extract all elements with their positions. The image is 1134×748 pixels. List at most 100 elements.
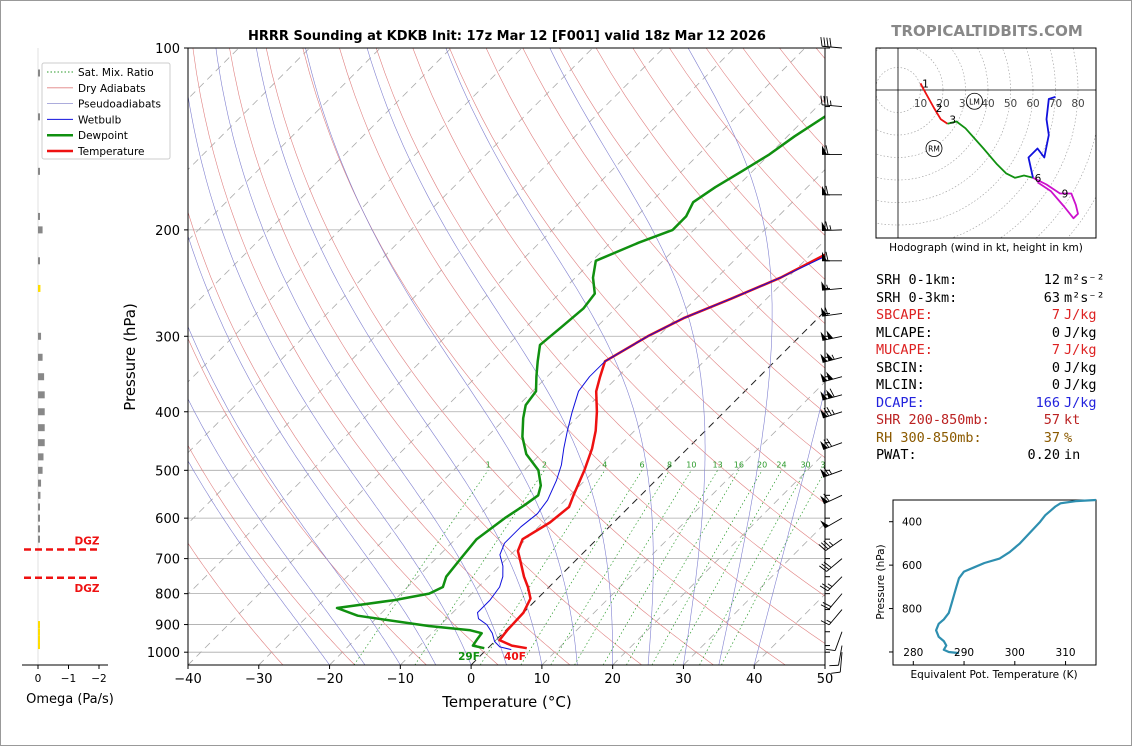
storm-motion-marker (966, 92, 983, 110)
mixing-ratio-label: 36 (820, 460, 830, 469)
mixing-ratio-label: 30 (800, 460, 810, 469)
isotherm--20 (329, 168, 825, 665)
stat-row: DCAPE: 166 J/kg (876, 395, 1106, 413)
barb-flag (820, 331, 828, 341)
theta-e-xlabel: Equivalent Pot. Temperature (K) (910, 669, 1077, 681)
pseudoadiabat (188, 325, 401, 665)
chart-title: HRRR Sounding at KDKB Init: 17z Mar 12 [… (248, 29, 766, 44)
barb-half (831, 354, 835, 360)
stat-row: SHR 200-850mb: 57 kt (876, 412, 1106, 430)
hodograph-ring-label: 40 (981, 98, 994, 110)
barb-half (826, 619, 832, 623)
dgz-label: DGZ (75, 535, 100, 547)
stat-label: SRH 0-3km: (876, 289, 958, 306)
stat-label: SBCAPE: (876, 307, 933, 323)
barb-full (820, 604, 830, 610)
barb-flag (820, 468, 828, 478)
stat-row: MLCIN: 0 J/kg (876, 377, 1106, 395)
barb-full (825, 251, 829, 261)
xtick-label: −10 (387, 672, 414, 687)
dry-adiabat (192, 48, 571, 665)
dry-adiabat (485, 48, 825, 459)
barb-flag (820, 373, 828, 382)
ytick-label: 400 (155, 406, 180, 421)
omega-bar (38, 503, 40, 511)
wind-barb (820, 306, 843, 317)
wind-barb (822, 251, 842, 262)
omega-bar (38, 353, 43, 361)
barb-flag (820, 353, 828, 363)
barb-full (826, 37, 829, 47)
dgz-label: DGZ (75, 583, 100, 595)
barb-full (821, 563, 830, 570)
stat-unit: J/kg (1064, 394, 1097, 411)
omega-bar (38, 284, 41, 292)
barb-staff (834, 631, 843, 651)
isotherm--70 (188, 48, 593, 454)
wind-barb (831, 652, 843, 674)
stat-row: PWAT: 0.20 in (876, 447, 1106, 465)
hodograph-height-marker: 2 (936, 103, 943, 115)
hodograph-ring-label: 10 (914, 98, 927, 110)
hodograph-trace (947, 120, 1034, 179)
isotherm--50 (188, 48, 735, 595)
ytick-label: 100 (155, 42, 180, 57)
ytick-label: 1000 (147, 646, 180, 661)
stat-label: DCAPE: (876, 394, 925, 411)
barb-full (823, 37, 826, 47)
stat-unit: J/kg (1064, 324, 1097, 341)
barb-full (819, 585, 829, 592)
omega-tick-label: 0 (35, 673, 42, 685)
xtick-label: −40 (174, 672, 201, 687)
pseudoadiabat (753, 387, 825, 665)
dry-adiabat (375, 48, 825, 597)
barb-flag (826, 389, 834, 399)
barb-full (818, 544, 826, 551)
stat-label: MUCAPE: (876, 342, 933, 358)
stat-row: SRH 0-1km: 12 m²s⁻² (876, 272, 1106, 290)
hodograph-frame (875, 47, 1097, 239)
isotherm-10 (541, 381, 825, 665)
barb-flag (820, 307, 828, 317)
barb-full (821, 583, 831, 590)
hodograph-trace (1027, 95, 1056, 178)
hodograph-caption: Hodograph (wind in kt, height in km) (889, 242, 1083, 254)
barb-full (820, 95, 823, 105)
barb-full (820, 620, 830, 626)
barb-full (825, 221, 829, 231)
wind-barb (820, 330, 843, 341)
wind-barb (820, 609, 843, 626)
wind-barb (820, 371, 843, 383)
omega-bar (38, 439, 45, 447)
barb-flag (826, 352, 834, 361)
ytick-label: 800 (155, 588, 180, 603)
skewt-ylabel: Pressure (hPa) (121, 303, 139, 411)
barb-staff (828, 593, 843, 610)
hodograph-ring-label: 70 (1049, 98, 1062, 110)
xtick-label: 30 (675, 672, 692, 687)
legend: Sat. Mix. Ratio Dry Adiabats Pseudoadiabat… (41, 62, 171, 160)
pseudoadiabat (188, 235, 436, 665)
omega-plot: DGZ DGZ 0 −1 −2 (22, 48, 108, 685)
stat-unit: J/kg (1064, 359, 1097, 376)
legend-box (41, 62, 171, 160)
barb-flag (821, 281, 828, 291)
mixing-ratio-16 (626, 470, 740, 665)
barb-full (826, 406, 832, 416)
stat-row: SBCAPE: 7 J/kg (876, 307, 1106, 325)
stat-unit: kt (1064, 412, 1081, 428)
stat-value: 57 (1043, 412, 1060, 428)
legend-label: Dry Adiabats (78, 83, 146, 95)
dry-adiabat (522, 48, 825, 414)
ytick-label: 500 (155, 464, 180, 479)
barb-half (826, 284, 829, 290)
barb-full (831, 671, 841, 674)
stat-label: MLCIN: (876, 377, 925, 393)
stat-value: 0 (1051, 359, 1060, 376)
ytick-label: 600 (155, 512, 180, 527)
barb-full (825, 648, 836, 651)
barb-flag (820, 441, 828, 450)
barb-full (819, 565, 827, 572)
